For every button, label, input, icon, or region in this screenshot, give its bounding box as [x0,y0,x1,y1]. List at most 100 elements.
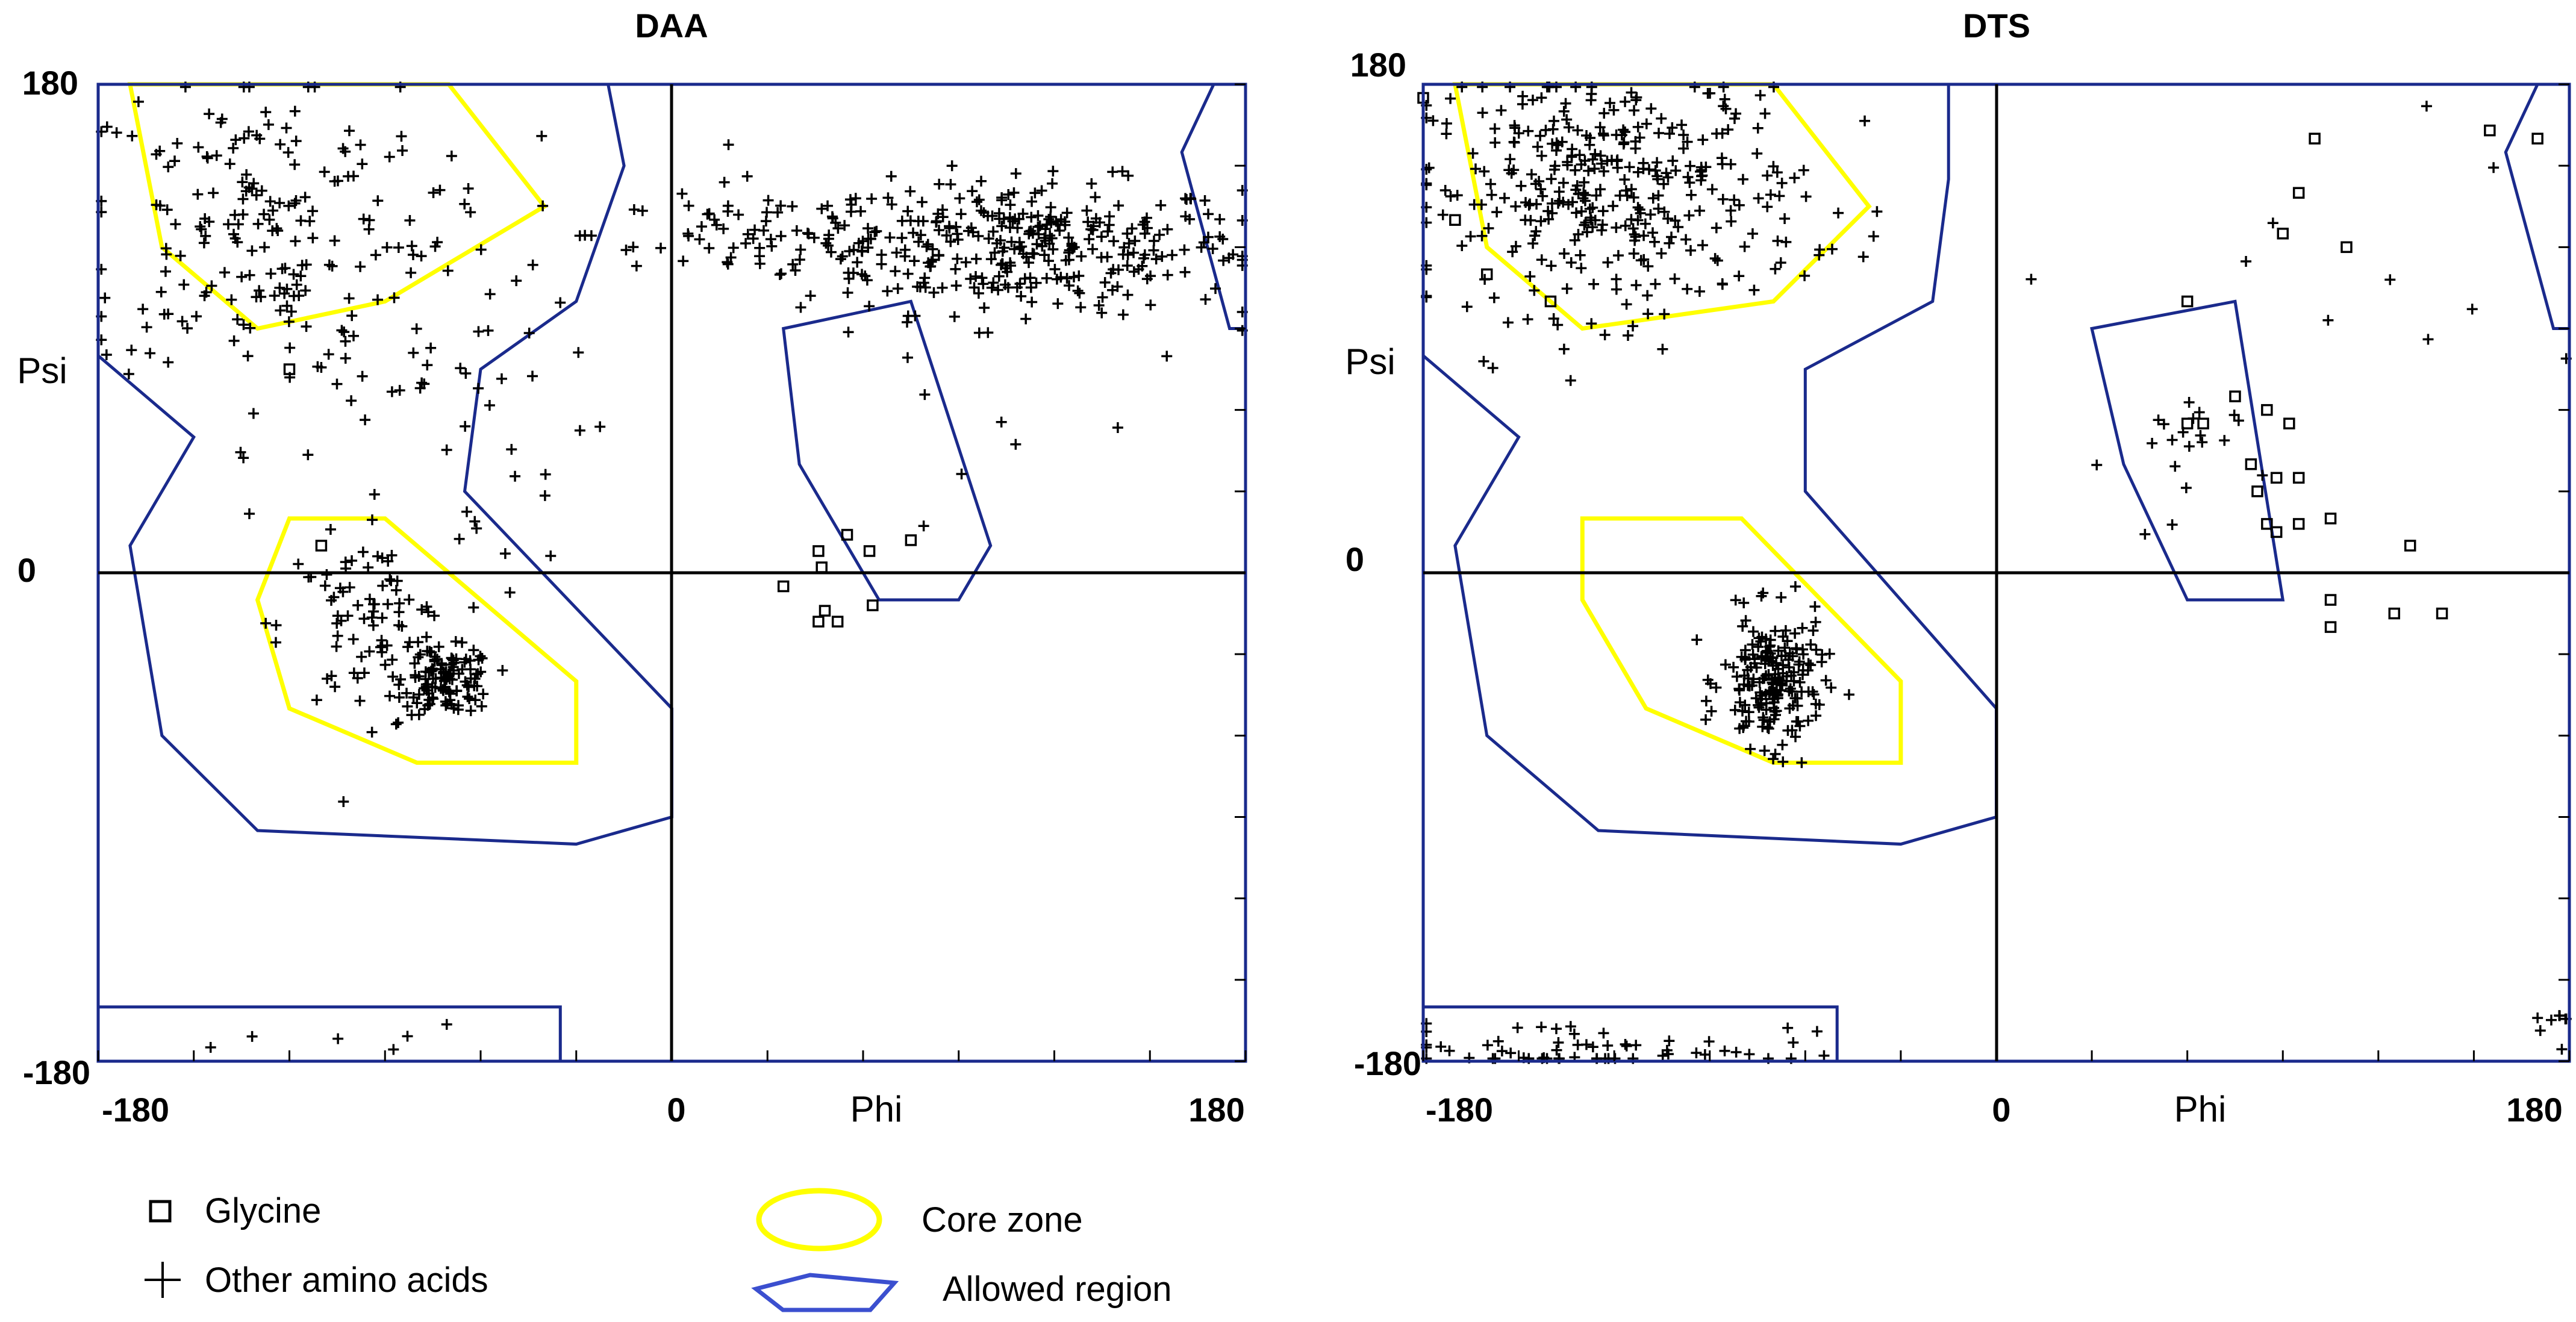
residue-point [994,213,1005,225]
residue-point [1608,200,1619,211]
residue-point [1587,1041,1598,1053]
residue-point [1776,591,1787,603]
residue-point [1571,180,1583,192]
residue-point [1572,1039,1583,1050]
y-tick-label: 180 [1350,46,1406,84]
residue-point [301,321,312,332]
residue-point [1777,631,1789,642]
residue-point [856,246,868,257]
residue-point [1653,190,1664,201]
residue-point [1647,227,1659,239]
residue-point [1533,175,1545,187]
residue-point [228,335,240,346]
residue-point [1099,276,1111,288]
residue-point [1630,279,1642,291]
residue-point [1650,278,1661,290]
residue-point [1627,223,1639,234]
residue-point [326,260,338,272]
residue-point [884,232,896,243]
residue-point [1093,300,1105,311]
residue-point [1798,649,1809,660]
residue-point [896,232,908,244]
residue-point [919,389,931,401]
residue-point [1565,375,1576,386]
residue-point [288,269,299,280]
residue-point [1027,248,1038,259]
residue-point [232,237,243,248]
residue-point [363,562,374,573]
residue-point [1010,438,1021,450]
residue-point [343,125,355,137]
residue-point [655,242,667,254]
residue-point [1567,196,1578,208]
residue-point [358,213,369,225]
residue-point [244,508,255,519]
residue-point [545,550,557,561]
residue-point [1632,166,1644,178]
residue-point [1720,659,1731,670]
residue-point [1657,343,1668,355]
residue-point [842,287,853,298]
residue-point [393,242,404,253]
residue-point [442,265,454,276]
residue-point [928,287,940,298]
legend-glycine: Glycine [205,1191,321,1230]
residue-point [946,160,958,172]
residue-point [941,229,952,241]
residue-point [1745,743,1756,755]
residue-point [1711,222,1722,234]
residue-point [1167,249,1178,261]
residue-point [847,267,859,279]
residue-point [787,201,798,212]
residue-point [709,214,720,225]
residue-point [1774,190,1785,202]
residue-point [703,242,715,254]
residue-point [973,327,985,338]
residue-point [683,200,694,211]
residue-point [461,506,473,517]
residue-point [446,674,458,685]
residue-point [1739,241,1750,252]
residue-point [920,282,931,293]
plus-marker-icon [145,1262,181,1298]
residue-point [1007,216,1018,227]
residue-point [1758,714,1770,726]
residue-point [340,335,351,347]
residue-point [396,131,407,142]
residue-point [1513,128,1524,139]
residue-point [1618,124,1629,136]
residue-point [1792,700,1803,711]
residue-point [2195,430,2206,441]
residue-point [1444,1045,1455,1056]
residue-point [224,158,235,170]
residue-point [1179,244,1190,255]
residue-point [2267,217,2278,229]
glycine-point [2292,518,2305,530]
residue-point [775,200,787,211]
residue-point [1583,165,1594,176]
residue-point [1061,273,1073,284]
residue-point [1512,1022,1523,1034]
residue-point [1813,249,1825,261]
residue-point [1747,228,1758,240]
residue-point [954,193,965,204]
residue-point [2091,459,2103,470]
residue-point [1757,721,1768,732]
residue-point [1788,667,1800,678]
residue-point [1691,634,1703,646]
allowed-region [1421,1005,1839,1063]
residue-point [1551,1044,1562,1056]
residue-point [1811,1026,1823,1037]
residue-point [1117,166,1128,177]
residue-point [1624,161,1635,173]
residue-point [955,208,967,220]
residue-point [1055,214,1067,225]
residue-point [366,514,378,526]
residue-point [1435,1041,1447,1052]
residue-point [1107,166,1118,178]
residue-point [915,229,926,241]
residue-point [459,198,470,210]
residue-point [1043,255,1055,267]
residue-point [452,704,464,716]
